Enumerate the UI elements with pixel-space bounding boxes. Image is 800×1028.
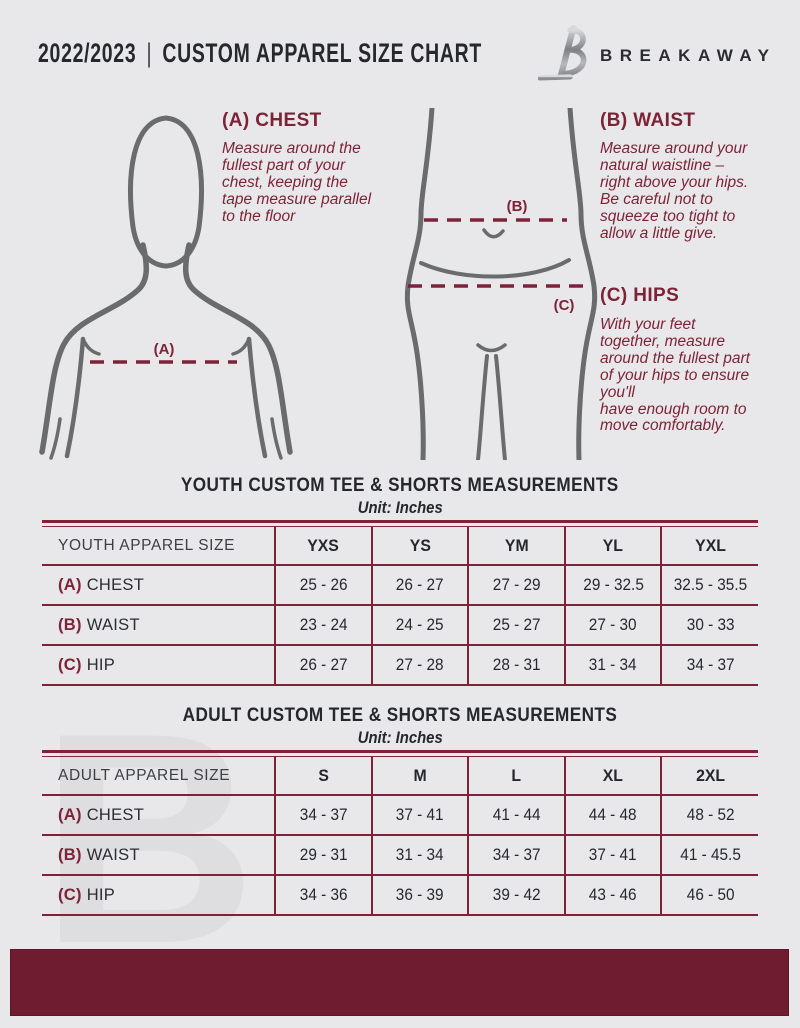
size-value-cell: 34 - 36 [274, 875, 372, 915]
apparel-size-column-header: ADULT APPAREL SIZE [58, 766, 231, 784]
row-name: HIP [81, 655, 116, 674]
measurement-row-label: (A) CHEST [42, 565, 275, 605]
measurement-row-label: (A) CHEST [42, 795, 275, 835]
size-value-cell: 29 - 31 [274, 835, 372, 875]
table-row: (A) CHEST 25 - 26 26 - 27 27 - 29 29 - 32.5 3… [42, 565, 758, 605]
size-value-cell: 30 - 33 [660, 605, 758, 645]
size-column-header: M [370, 756, 469, 795]
breakaway-b-logo-icon [537, 24, 587, 81]
size-value-cell: 46 - 50 [660, 875, 758, 915]
brand-lockup: BREAKAWAY [537, 22, 778, 84]
table-header-row: ADULT APPAREL SIZE S M L XL 2XL [42, 756, 758, 795]
row-marker: (B) [58, 845, 82, 864]
size-value-cell: 39 - 42 [467, 875, 565, 915]
size-value-cell: 34 - 37 [467, 835, 565, 875]
measurement-row-label: (B) WAIST [42, 835, 275, 875]
table-row: (C) HIP 34 - 36 36 - 39 39 - 42 43 - 46 46 - … [42, 875, 758, 915]
adult-size-table: ADULT APPAREL SIZE S M L XL 2XL (A) CHEST 34 -… [42, 750, 758, 916]
size-value-cell: 41 - 45.5 [660, 835, 758, 875]
size-value-cell: 27 - 28 [370, 645, 469, 685]
size-column-header: YL [563, 526, 662, 565]
size-column-header: YXS [274, 526, 372, 565]
youth-table-title: YOUTH CUSTOM TEE & SHORTS MEASUREMENTS [181, 474, 619, 496]
row-name: CHEST [81, 575, 145, 594]
size-column-header: S [274, 756, 372, 795]
size-value-cell: 43 - 46 [563, 875, 662, 915]
size-column-header: 2XL [660, 756, 758, 795]
table-row: (B) WAIST 23 - 24 24 - 25 25 - 27 27 - 30 30 … [42, 605, 758, 645]
adult-table-subtitle: Unit: Inches [357, 729, 443, 747]
youth-size-table: YOUTH APPAREL SIZE YXS YS YM YL YXL (A) CHEST… [42, 520, 758, 686]
table-row: (A) CHEST 34 - 37 37 - 41 41 - 44 44 - 48 48 … [42, 795, 758, 835]
row-marker: (C) [58, 885, 82, 904]
size-value-cell: 27 - 30 [563, 605, 662, 645]
size-column-header: L [467, 756, 565, 795]
size-value-cell: 25 - 26 [274, 565, 372, 605]
measurement-row-label: (C) HIP [42, 645, 275, 685]
size-value-cell: 41 - 44 [467, 795, 565, 835]
brand-name: BREAKAWAY [600, 46, 777, 65]
size-value-cell: 27 - 29 [467, 565, 565, 605]
size-value-cell: 23 - 24 [274, 605, 372, 645]
page-title: 2022/2023 | CUSTOM APPAREL SIZE CHART [38, 38, 655, 69]
size-value-cell: 48 - 52 [660, 795, 758, 835]
waist-heading: (B) WAIST [600, 110, 696, 131]
youth-table-subtitle: Unit: Inches [357, 499, 443, 517]
hips-description: With your feet together, measure around … [600, 316, 750, 435]
size-value-cell: 31 - 34 [563, 645, 662, 685]
size-column-header: YM [467, 526, 565, 565]
hips-marker-label: (C) [554, 297, 575, 314]
waist-marker-label: (B) [507, 198, 528, 215]
row-marker: (A) [58, 575, 82, 594]
size-value-cell: 25 - 27 [467, 605, 565, 645]
size-value-cell: 37 - 41 [563, 835, 662, 875]
size-value-cell: 28 - 31 [467, 645, 565, 685]
size-value-cell: 36 - 39 [370, 875, 469, 915]
chest-heading: (A) CHEST [222, 110, 322, 131]
row-marker: (C) [58, 655, 82, 674]
row-name: HIP [81, 885, 116, 904]
table-header-row: YOUTH APPAREL SIZE YXS YS YM YL YXL [42, 526, 758, 565]
size-value-cell: 26 - 27 [370, 565, 469, 605]
apparel-size-column-header: YOUTH APPAREL SIZE [58, 536, 236, 554]
size-value-cell: 34 - 37 [274, 795, 372, 835]
chest-description: Measure around the fullest part of your … [222, 140, 372, 225]
row-marker: (A) [58, 805, 82, 824]
size-value-cell: 32.5 - 35.5 [660, 565, 758, 605]
measurement-row-label: (B) WAIST [42, 605, 275, 645]
row-name: WAIST [81, 845, 140, 864]
page-title-year: 2022/2023 [38, 38, 137, 68]
size-value-cell: 44 - 48 [563, 795, 662, 835]
measurement-row-label: (C) HIP [42, 875, 275, 915]
size-value-cell: 31 - 34 [370, 835, 469, 875]
page-title-separator: | [146, 38, 153, 68]
size-value-cell: 29 - 32.5 [563, 565, 662, 605]
table-row: (C) HIP 26 - 27 27 - 28 28 - 31 31 - 34 34 - … [42, 645, 758, 685]
footer-bar [10, 949, 789, 1016]
size-column-header: XL [563, 756, 662, 795]
row-marker: (B) [58, 615, 82, 634]
waist-description: Measure around your natural waistline – … [600, 140, 749, 242]
size-value-cell: 24 - 25 [370, 605, 469, 645]
hips-heading: (C) HIPS [600, 285, 680, 306]
size-column-header: YXL [660, 526, 758, 565]
size-value-cell: 26 - 27 [274, 645, 372, 685]
size-value-cell: 34 - 37 [660, 645, 758, 685]
size-column-header: YS [370, 526, 469, 565]
upper-body-figure: (A) [39, 115, 293, 460]
row-name: WAIST [81, 615, 140, 634]
adult-table-title: ADULT CUSTOM TEE & SHORTS MEASUREMENTS [182, 704, 618, 726]
page-title-main: CUSTOM APPAREL SIZE CHART [162, 38, 483, 68]
row-name: CHEST [81, 805, 145, 824]
chest-marker-label: (A) [154, 341, 175, 358]
table-row: (B) WAIST 29 - 31 31 - 34 34 - 37 37 - 41 41 … [42, 835, 758, 875]
size-value-cell: 37 - 41 [370, 795, 469, 835]
lower-body-figure: (B) (C) [404, 108, 598, 460]
